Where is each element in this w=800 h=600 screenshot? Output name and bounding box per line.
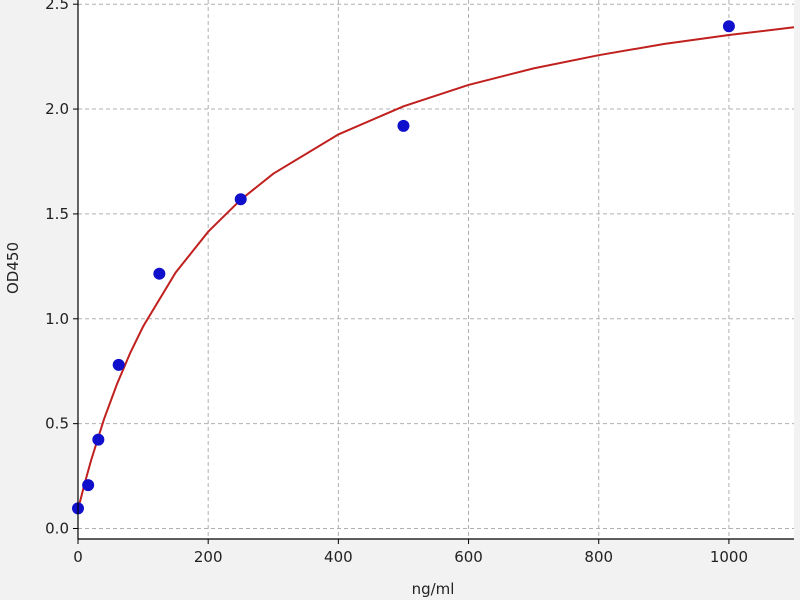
y-tick-label: 1.0 — [45, 310, 69, 328]
x-tick-label: 0 — [73, 548, 83, 566]
x-tick-label: 400 — [324, 548, 353, 566]
y-tick-label: 1.5 — [45, 205, 69, 223]
x-tick-label: 600 — [454, 548, 483, 566]
y-tick-label: 2.0 — [45, 100, 69, 118]
y-axis-label: OD450 — [4, 242, 22, 294]
y-tick-label: 0.0 — [45, 520, 69, 538]
x-axis-label: ng/ml — [412, 580, 455, 598]
data-point — [234, 193, 247, 206]
data-point — [92, 433, 105, 446]
data-point — [397, 119, 410, 132]
y-tick-label: 0.5 — [45, 415, 69, 433]
grid — [77, 0, 794, 539]
data-point — [722, 20, 735, 33]
x-tick-label: 200 — [194, 548, 223, 566]
ticks: 0 200 400 600 800 1000 0.0 0.5 1.0 1.5 2.0 2.5 — [45, 0, 748, 566]
data-point — [82, 479, 95, 492]
x-tick-label: 800 — [584, 548, 613, 566]
data-point — [112, 358, 125, 371]
data-point — [153, 267, 166, 280]
x-tick-label: 1000 — [710, 548, 748, 566]
y-tick-label: 2.5 — [45, 0, 69, 13]
plot-area — [78, 0, 794, 539]
